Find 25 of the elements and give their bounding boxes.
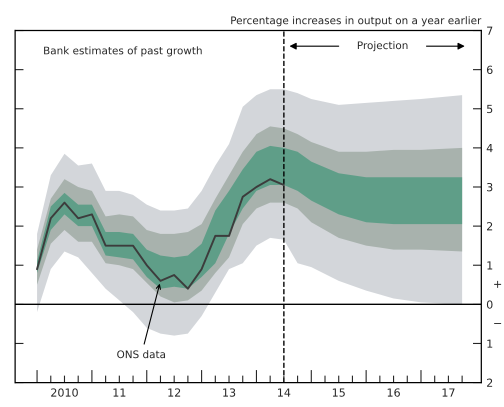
- y-tick-label: 7: [487, 26, 492, 35]
- x-tick-label: 16: [388, 388, 400, 397]
- annotation: Projection: [358, 41, 408, 52]
- x-tick-label: 12: [168, 388, 180, 397]
- x-tick-label: 11: [113, 388, 126, 397]
- y-tick-label: 1: [487, 340, 492, 348]
- annotation: ONS data: [117, 350, 166, 358]
- y-tick-label: 3: [487, 182, 492, 192]
- x-tick-label: 17: [442, 388, 455, 397]
- x-tick-label: 15: [332, 388, 345, 397]
- annotation: Bank estimates of past growth: [44, 46, 202, 56]
- y-tick-label: 2: [486, 378, 492, 387]
- x-tick-label: 13: [223, 388, 236, 397]
- line-series: [36, 178, 285, 290]
- y-tick-label: 1: [487, 261, 492, 270]
- text: −: [494, 323, 502, 324]
- x-tick-label: 14: [278, 388, 290, 397]
- y-axis-title: Percentage increases in output on a year earlier: [231, 16, 482, 26]
- y-tick-label: 0: [486, 300, 493, 309]
- y-tick-label: 5: [487, 104, 492, 114]
- text: +: [494, 280, 502, 288]
- x-tick-label: 2010: [51, 388, 78, 397]
- y-tick-label: 6: [486, 66, 493, 74]
- y-tick-label: 2: [486, 222, 492, 230]
- y-tick-label: 4: [486, 144, 493, 152]
